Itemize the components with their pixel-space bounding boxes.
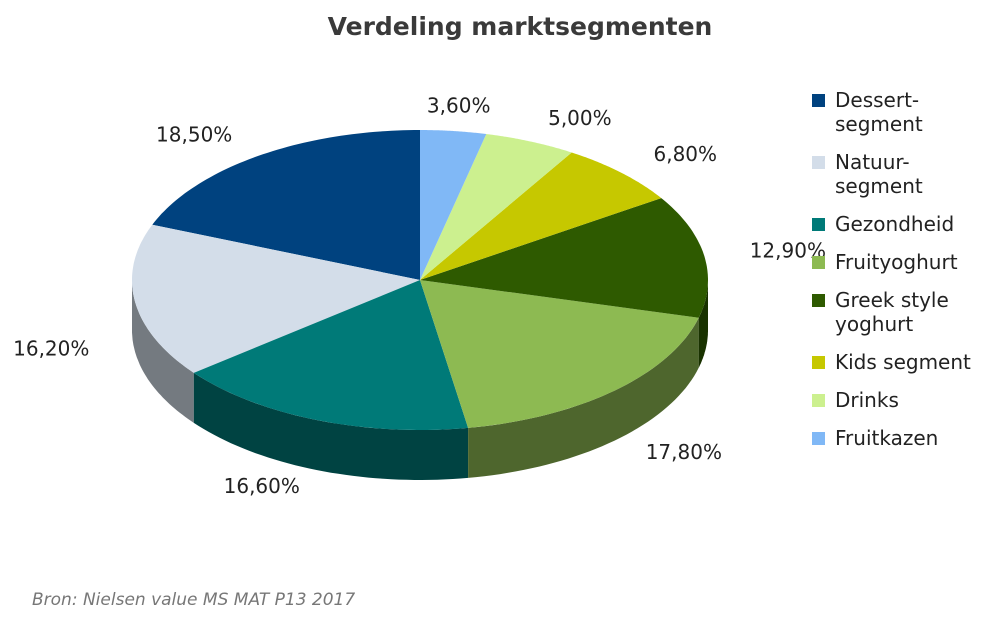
chart-title: Verdeling marktsegmenten <box>328 12 713 41</box>
legend-item: Dessert-segment <box>812 88 992 136</box>
legend-item: Gezondheid <box>812 212 992 236</box>
data-label: 16,20% <box>13 337 89 361</box>
legend-label: Natuur-segment <box>835 150 923 198</box>
legend-label: Kids segment <box>835 350 971 374</box>
slice <box>420 198 708 318</box>
data-label: 18,50% <box>156 123 232 147</box>
legend-label: Dessert-segment <box>835 88 923 136</box>
slice-side <box>468 317 699 478</box>
legend-swatch <box>812 94 825 107</box>
legend-item: Fruitkazen <box>812 426 992 450</box>
legend-swatch <box>812 256 825 269</box>
legend-item: Kids segment <box>812 350 992 374</box>
slice <box>152 130 421 280</box>
slice-side <box>193 372 469 480</box>
data-label: 16,60% <box>224 474 300 498</box>
legend-item: Drinks <box>812 388 992 412</box>
legend: Dessert-segment Natuur-segment Gezondheid F… <box>812 88 992 464</box>
slice <box>132 224 420 373</box>
slice <box>420 280 699 428</box>
legend-item: Fruityoghurt <box>812 250 992 274</box>
data-label: 17,80% <box>646 440 722 464</box>
slice-side <box>132 280 194 423</box>
source-note: Bron: Nielsen value MS MAT P13 2017 <box>32 590 355 610</box>
slice <box>193 280 469 430</box>
data-label: 6,80% <box>654 142 718 166</box>
legend-label: Greek style yoghurt <box>835 288 949 336</box>
data-label: 5,00% <box>548 106 612 130</box>
legend-label: Drinks <box>835 388 899 412</box>
legend-item: Natuur-segment <box>812 150 992 198</box>
slice <box>420 152 662 280</box>
legend-label: Fruitkazen <box>835 426 939 450</box>
legend-label: Fruityoghurt <box>835 250 958 274</box>
slice-side <box>698 280 708 368</box>
data-label: 3,60% <box>427 94 491 118</box>
slice <box>420 134 572 280</box>
slice <box>420 130 487 280</box>
legend-swatch <box>812 156 825 169</box>
legend-swatch <box>812 356 825 369</box>
legend-swatch <box>812 294 825 307</box>
legend-swatch <box>812 432 825 445</box>
legend-label: Gezondheid <box>835 212 955 236</box>
legend-swatch <box>812 218 825 231</box>
legend-item: Greek style yoghurt <box>812 288 992 336</box>
legend-swatch <box>812 394 825 407</box>
